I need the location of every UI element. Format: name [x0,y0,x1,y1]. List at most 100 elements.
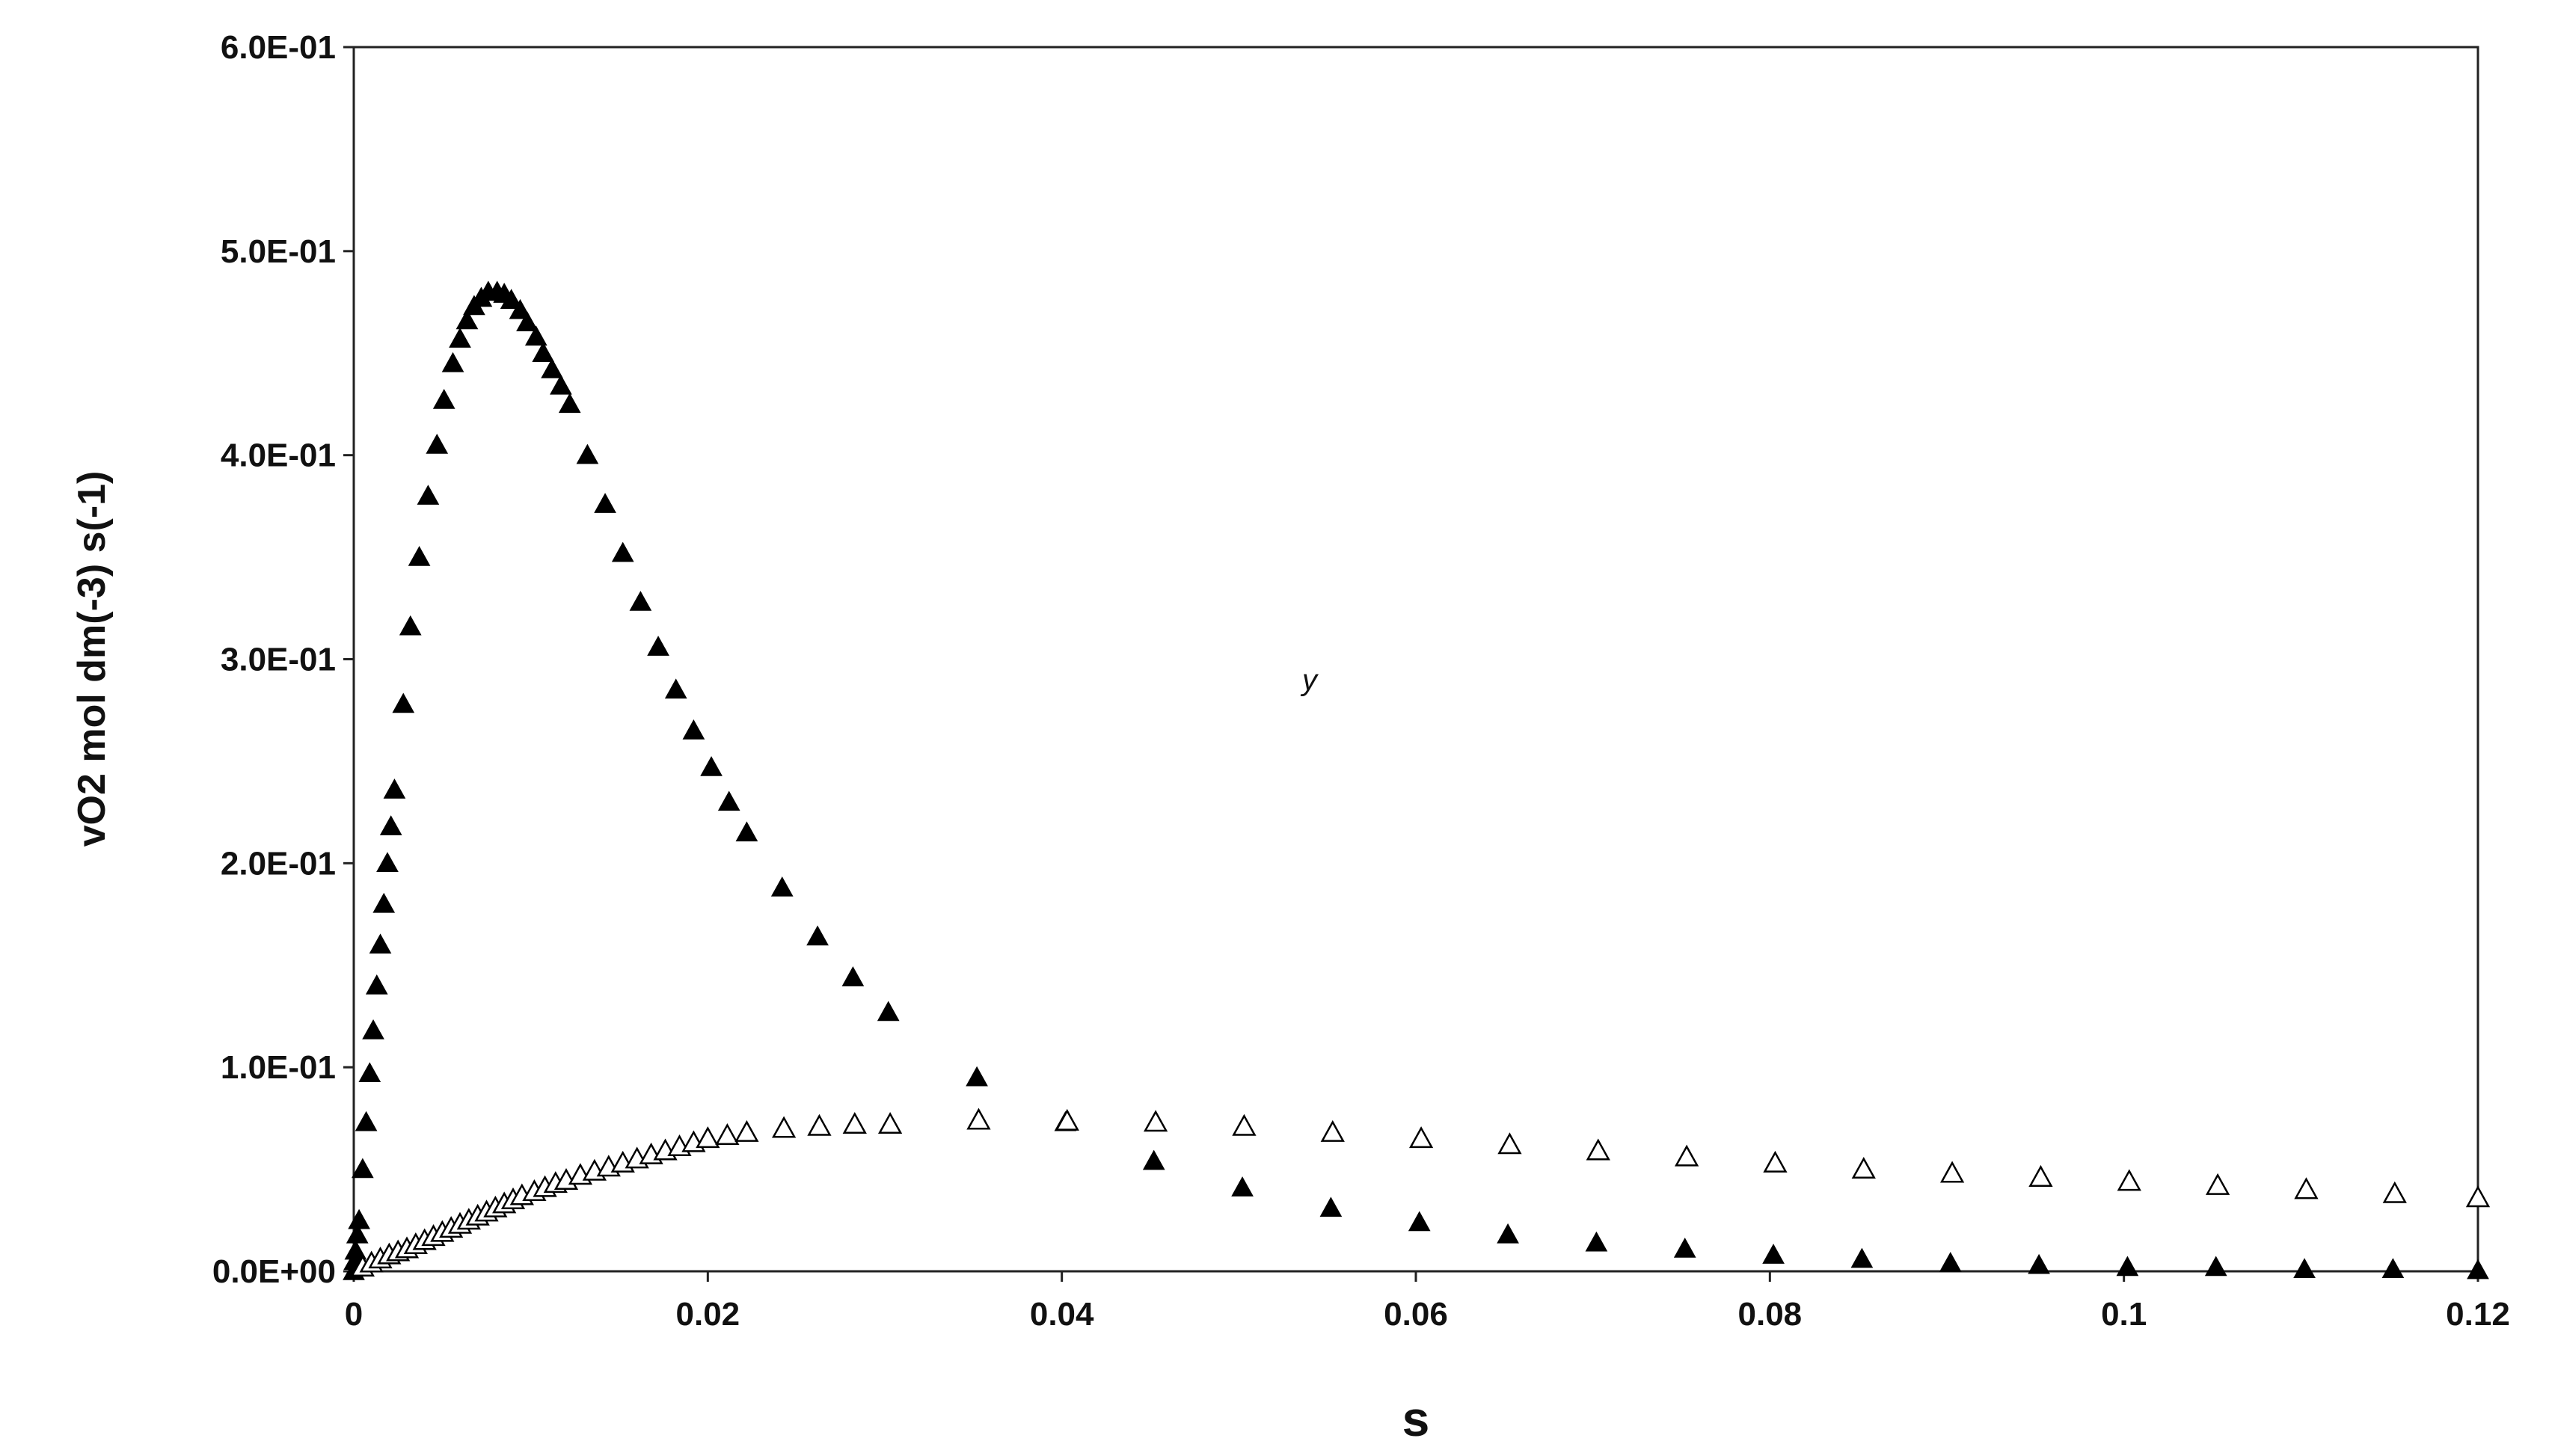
filled-triangle-marker [351,1158,374,1179]
filled-triangle-marker [358,1062,381,1083]
y-tick-label: 5.0E-01 [221,233,336,270]
y-tick-label: 3.0E-01 [221,642,336,678]
open-triangle-marker [1497,1132,1522,1155]
open-triangle-marker [2205,1173,2230,1195]
y-tick-label: 4.0E-01 [221,437,336,474]
open-triangle-marker [1408,1126,1434,1149]
x-tick-label: 0.04 [1030,1296,1094,1333]
filled-triangle-marker [441,351,464,372]
filled-triangle-marker [806,925,829,946]
filled-triangle-marker [1142,1149,1165,1170]
filled-triangle-marker [372,892,396,913]
filled-triangle-marker [346,1223,369,1244]
filled-triangle-marker [348,1208,370,1229]
open-triangle-marker [1586,1138,1610,1161]
filled-triangle-marker [841,966,865,986]
filled-triangle-marker [532,342,555,362]
filled-triangle-marker [1939,1252,1962,1272]
filled-triangle-marker [966,1066,988,1087]
filled-triangle-marker [664,678,687,699]
open-triangle-marker [877,1111,903,1134]
filled-triangle-marker [365,974,388,995]
filled-triangle-marker [524,325,547,346]
open-triangle-marker [2465,1185,2491,1208]
filled-triangle-marker [877,1001,900,1022]
filled-triangle-marker [558,393,581,414]
chart-annotation: y [1300,663,1319,696]
open-triangle-marker [842,1111,867,1134]
filled-triangle-marker [1585,1231,1608,1252]
filled-triangle-marker [399,615,422,636]
filled-triangle-marker [509,298,532,319]
filled-triangle-marker [1497,1223,1519,1244]
x-tick-label: 0.1 [2101,1296,2147,1333]
filled-triangle-marker [594,493,616,513]
filled-triangle-marker [408,546,431,566]
filled-triangle-marker [449,328,471,348]
x-tick-label: 0.12 [2446,1296,2510,1333]
open-triangle-marker [1939,1161,1965,1183]
y-tick-label: 1.0E-01 [221,1049,336,1086]
filled-triangle-marker [500,289,523,310]
y-axis-title: vO2 mol dm(-3) s(-1) [70,471,114,847]
y-tick-label: 6.0E-01 [221,29,336,66]
filled-triangle-marker [550,374,572,395]
x-tick-label: 0.06 [1384,1296,1448,1333]
filled-triangle-marker [344,1239,367,1260]
open-triangle-marker [1055,1108,1079,1131]
filled-triangle-marker [2204,1256,2227,1277]
filled-triangle-marker [1850,1247,1874,1268]
filled-triangle-marker [2293,1258,2316,1278]
filled-triangle-marker [379,815,402,835]
x-axis-title: s [1402,1391,1430,1446]
open-triangle-marker [1851,1157,1876,1179]
filled-triangle-marker [1319,1197,1343,1217]
filled-triangle-marker [2381,1258,2405,1278]
open-triangle-marker [1143,1110,1168,1132]
filled-triangle-marker [2467,1259,2489,1280]
open-triangle-marker [2382,1181,2407,1203]
filled-triangle-marker [362,1019,384,1039]
filled-triangle-marker [647,636,669,656]
filled-triangle-marker [417,485,440,505]
filled-triangle-marker [432,388,455,409]
filled-triangle-marker [1231,1176,1254,1197]
open-triangle-marker [2117,1169,2141,1191]
open-triangle-marker [966,1108,991,1130]
filled-triangle-marker [1673,1237,1696,1258]
filled-triangle-marker [2028,1253,2050,1274]
x-tick-label: 0.08 [1738,1296,1803,1333]
filled-triangle-marker [611,541,634,562]
filled-triangle-marker [1408,1211,1431,1232]
filled-triangle-marker [735,821,758,842]
y-axis-ticks: 0.0E+00 1.0E-01 2.0E-01 3.0E-01 4.0E-01 5.0E-… [212,29,354,1290]
open-triangle-marker [715,1122,740,1146]
open-triangle-marker [2294,1177,2319,1199]
filled-triangle-marker [2116,1256,2139,1277]
open-triangle-marker [1320,1119,1345,1142]
plot-area [352,46,2479,1273]
open-triangle-marker [771,1116,797,1138]
open-triangle-marker [1674,1144,1699,1167]
filled-triangle-marker [392,692,415,713]
open-triangle-marker [696,1126,720,1149]
x-tick-label: 0 [345,1296,363,1333]
filled-triangle-marker [1762,1244,1785,1264]
filled-triangle-marker [376,852,399,873]
y-tick-label: 0.0E+00 [212,1253,336,1290]
data-markers [343,280,2491,1280]
open-triangle-marker [2028,1164,2053,1187]
x-axis-ticks: 0 0.02 0.04 0.06 0.08 0.1 0.12 [345,1271,2510,1333]
filled-triangle-marker [576,443,599,464]
filled-triangle-marker [541,358,563,378]
open-triangle-marker [1232,1113,1257,1136]
open-triangle-marker [1763,1150,1788,1173]
filled-triangle-marker [629,591,652,611]
filled-triangle-marker [455,309,479,330]
annotations: y [1300,663,1319,696]
x-tick-label: 0.02 [676,1296,740,1333]
open-triangle-marker [734,1119,759,1142]
filled-triangle-marker [426,433,449,454]
